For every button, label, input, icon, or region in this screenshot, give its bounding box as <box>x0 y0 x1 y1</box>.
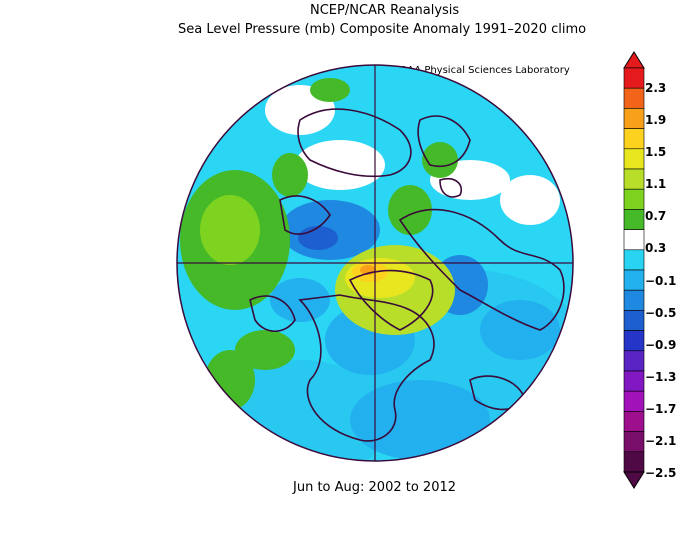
colorbar-tick-label: −1.3 <box>645 369 677 384</box>
colorbar-segment <box>623 269 645 291</box>
colorbar-segment <box>623 188 645 210</box>
colorbar-segment <box>623 108 645 129</box>
colorbar-tick-label: 1.9 <box>645 113 667 128</box>
chart-subtitle: Sea Level Pressure (mb) Composite Anomal… <box>178 22 587 37</box>
colorbar-tick-label: −2.1 <box>645 433 677 448</box>
colorbar-segment <box>623 128 645 150</box>
colorbar-segment <box>623 390 645 412</box>
colorbar-segment <box>623 370 645 392</box>
colorbar-tick-label: −0.1 <box>645 273 677 288</box>
colorbar-tick-label: −2.5 <box>645 466 677 480</box>
colorbar-segment <box>623 148 645 170</box>
colorbar-segment <box>623 249 645 271</box>
colorbar-segment <box>623 67 645 89</box>
colorbar-segment <box>623 310 645 331</box>
colorbar-segment <box>623 411 645 432</box>
colorbar-segment <box>623 87 645 109</box>
colorbar-segment <box>623 209 645 230</box>
colorbar-segment <box>623 168 645 190</box>
colorbar-tick-label: 1.5 <box>645 145 667 160</box>
anomaly-field <box>177 65 573 461</box>
colorbar-tick-label: −0.5 <box>645 305 677 320</box>
colorbar-top-arrow <box>623 51 645 69</box>
colorbar-tick-label: 1.1 <box>645 177 667 192</box>
colorbar-segment <box>623 451 645 473</box>
chart-title: NCEP/NCAR Reanalysis <box>310 3 460 18</box>
coastlines <box>249 108 565 442</box>
credit-label: NOAA Physical Sciences Laboratory <box>392 65 570 76</box>
colorbar-segment <box>623 350 645 372</box>
colorbar-segment <box>623 289 645 311</box>
colorbar-bottom-arrow <box>623 471 645 489</box>
colorbar-segment <box>623 431 645 453</box>
colorbar-tick-label: 0.3 <box>645 241 667 256</box>
colorbar-tick-label: −1.7 <box>645 401 677 416</box>
period-label: Jun to Aug: 2002 to 2012 <box>293 480 457 495</box>
colorbar-tick-label: −0.9 <box>645 337 677 352</box>
colorbar-tick-label: 2.3 <box>645 81 667 95</box>
map-border <box>176 64 574 462</box>
colorbar <box>623 51 645 489</box>
colorbar-tick-label: 0.7 <box>645 209 667 224</box>
colorbar-segment <box>623 229 645 251</box>
colorbar-segment <box>623 330 645 352</box>
